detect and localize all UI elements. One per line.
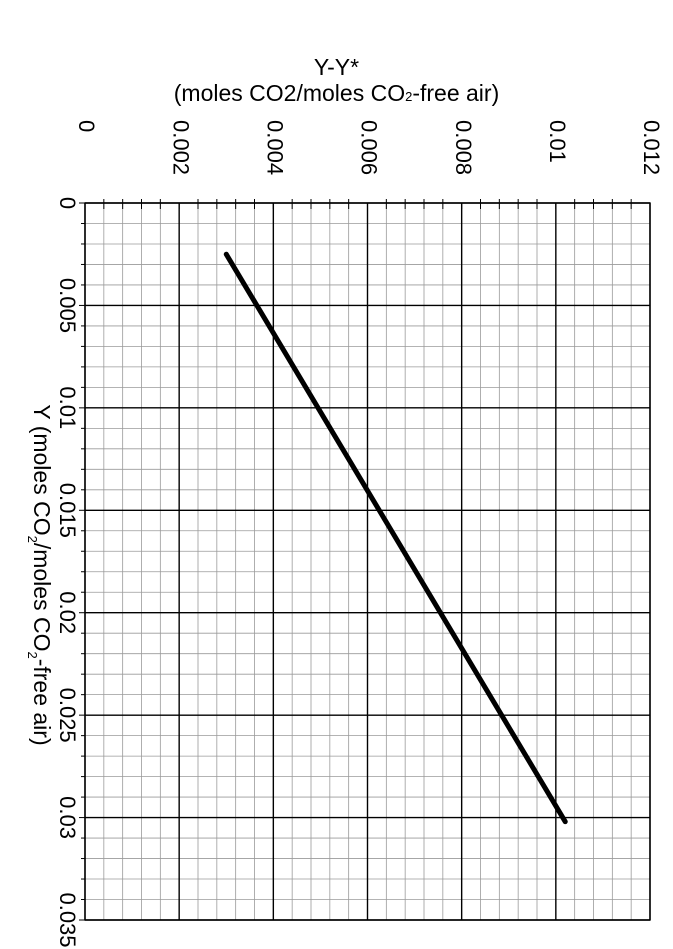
left-tick-label: 0.025	[55, 688, 80, 743]
title-text-2-pre: (moles CO2/moles CO	[173, 80, 406, 106]
top-tick-label: 0.002	[168, 120, 193, 175]
title-text-2-post: -free air)	[412, 80, 500, 106]
top-tick-label: 0.006	[357, 120, 382, 175]
left-tick-label: 0.01	[55, 386, 80, 429]
top-tick-label: 0	[74, 120, 99, 132]
left-tick-label: 0.02	[55, 591, 80, 634]
top-tick-labels: 0 0.002 0.004 0.006 0.008 0.01 0.012	[74, 120, 664, 175]
chart-title-line1: Y-Y*	[0, 54, 673, 81]
top-tick-label: 0.004	[263, 120, 288, 175]
top-tick-label: 0.012	[639, 120, 664, 175]
left-tick-label: 0.005	[55, 278, 80, 333]
title-text-2-sub: 2	[405, 89, 413, 104]
major-grid	[84, 202, 651, 921]
left-tick-label: 0.03	[55, 796, 80, 839]
title-text-1: Y-Y*	[313, 54, 360, 80]
top-tick-label: 0.01	[545, 120, 570, 163]
top-tick-label: 0.008	[451, 120, 476, 175]
left-tick-label: 0.035	[55, 892, 80, 947]
series-line	[223, 251, 568, 825]
chart-title-line2: (moles CO2/moles CO2-free air)	[0, 80, 673, 107]
left-tick-label: 0	[55, 197, 80, 209]
left-tick-label: 0.015	[55, 483, 80, 538]
data-series	[223, 251, 568, 825]
axis-ticks	[79, 199, 651, 921]
left-tick-labels: 0 0.005 0.01 0.015 0.02 0.025 0.03 0.035	[55, 197, 80, 948]
